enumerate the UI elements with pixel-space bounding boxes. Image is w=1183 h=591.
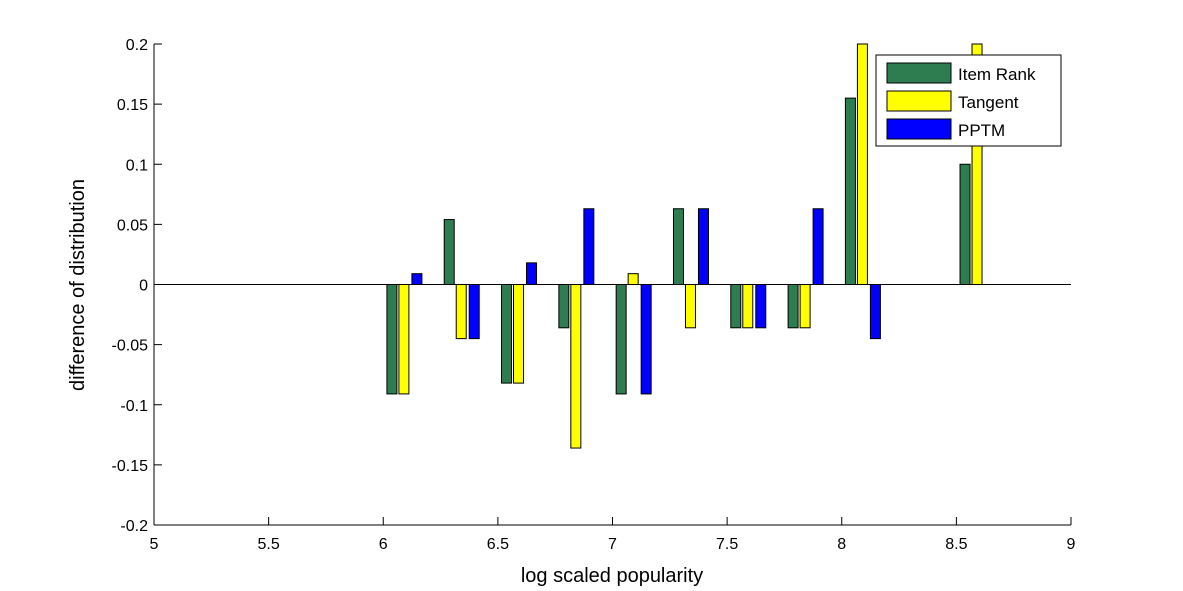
bar-pptm-6	[755, 284, 767, 329]
y-tick-label: -0.05	[112, 338, 149, 355]
bar-tangent-4	[627, 273, 639, 285]
legend-label-tangent: Tangent	[958, 93, 1019, 112]
bar-item-rank-6	[730, 284, 742, 329]
bar-pptm-3	[583, 208, 595, 285]
bar-pptm-4	[640, 284, 652, 395]
bar-pptm-8	[869, 284, 881, 340]
x-tick-label: 8	[837, 536, 846, 553]
y-tick-label: 0.2	[126, 37, 148, 54]
x-tick-label: 6.5	[487, 536, 509, 553]
bar-tangent-2	[513, 284, 525, 384]
bar-item-rank-2	[501, 284, 513, 384]
bar-item-rank-7	[787, 284, 799, 329]
bar-item-rank-8	[844, 97, 856, 285]
bar-tangent-0	[398, 284, 410, 395]
legend-swatch-item-rank	[886, 62, 952, 84]
legend: Item Rank Tangent PPTM	[875, 54, 1062, 147]
bar-item-rank-3	[558, 284, 570, 329]
bar-tangent-6	[742, 284, 754, 329]
y-axis-title: difference of distribution	[67, 179, 89, 391]
ticks-group: 5 5.5 6 6.5 7 7.5 8 8.5 9 0.2 0.15 0.1 0.05 0 -0.05 -0.…	[112, 37, 1076, 553]
x-tick-label: 7	[608, 536, 617, 553]
bar-tangent-7	[799, 284, 811, 329]
bar-pptm-1	[468, 284, 480, 340]
y-tick-label: 0.1	[126, 157, 148, 174]
y-tick-label: -0.2	[120, 518, 148, 535]
bar-tangent-1	[455, 284, 467, 340]
y-tick-label: 0	[139, 278, 148, 295]
y-tick-label: -0.1	[120, 398, 148, 415]
x-tick-label: 8.5	[945, 536, 967, 553]
y-tick-label: -0.15	[112, 458, 149, 475]
x-tick-label: 5.5	[258, 536, 280, 553]
bar-pptm-5	[697, 208, 709, 285]
legend-label-item-rank: Item Rank	[958, 65, 1036, 84]
x-tick-label: 7.5	[716, 536, 738, 553]
bar-item-rank-5	[672, 208, 684, 285]
bar-item-rank-0	[386, 284, 398, 395]
bar-tangent-5	[684, 284, 696, 329]
bar-tangent-8	[856, 43, 868, 285]
bar-pptm-7	[812, 208, 824, 285]
bars-group	[386, 43, 983, 449]
bar-pptm-2	[526, 262, 538, 286]
legend-label-pptm: PPTM	[958, 121, 1005, 140]
bar-pptm-0	[411, 273, 423, 285]
x-tick-label: 9	[1067, 536, 1076, 553]
bar-tangent-3	[570, 284, 582, 449]
bar-item-rank-1	[443, 219, 455, 285]
bar-item-rank-4	[615, 284, 627, 395]
legend-swatch-tangent	[886, 90, 952, 112]
x-tick-label: 5	[150, 536, 159, 553]
x-axis-title: log scaled popularity	[521, 565, 703, 587]
bar-item-rank-9	[959, 163, 971, 285]
y-tick-label: 0.05	[117, 217, 148, 234]
legend-swatch-pptm	[886, 118, 952, 140]
x-tick-label: 6	[379, 536, 388, 553]
y-tick-label: 0.15	[117, 97, 148, 114]
